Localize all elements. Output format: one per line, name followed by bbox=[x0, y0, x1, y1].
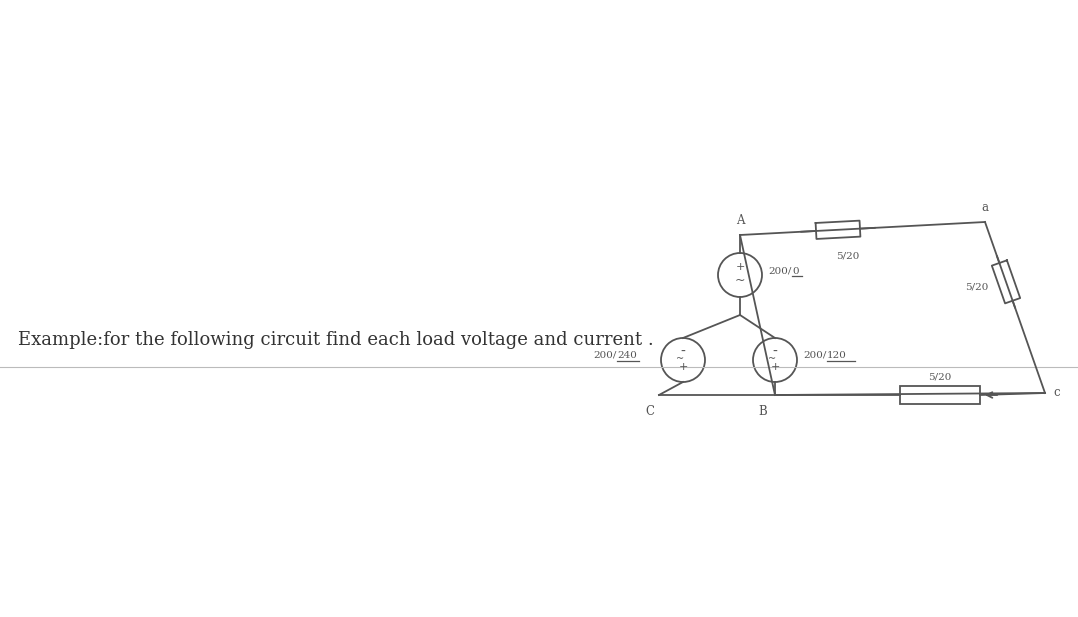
Text: ~: ~ bbox=[735, 273, 745, 286]
Text: +: + bbox=[678, 362, 688, 372]
Text: +: + bbox=[735, 262, 745, 272]
Text: c: c bbox=[1053, 386, 1060, 399]
Text: -: - bbox=[680, 345, 686, 359]
Text: 5/20: 5/20 bbox=[928, 372, 952, 381]
Text: 120: 120 bbox=[827, 350, 847, 360]
Text: +: + bbox=[771, 362, 779, 372]
Text: 240: 240 bbox=[617, 350, 637, 360]
Text: ~: ~ bbox=[768, 354, 776, 364]
Text: 200/: 200/ bbox=[803, 350, 827, 360]
Text: a: a bbox=[981, 201, 989, 214]
Text: ~: ~ bbox=[676, 354, 685, 364]
Bar bbox=[900, 386, 980, 404]
Text: 5/20: 5/20 bbox=[837, 252, 859, 261]
Text: A: A bbox=[736, 214, 744, 227]
Text: 0: 0 bbox=[792, 267, 799, 276]
Text: 200/: 200/ bbox=[768, 267, 791, 276]
Text: 200/: 200/ bbox=[593, 350, 617, 360]
Text: B: B bbox=[758, 405, 768, 418]
Text: C: C bbox=[645, 405, 654, 418]
Text: 5/20: 5/20 bbox=[965, 283, 989, 291]
Text: -: - bbox=[773, 345, 777, 359]
Text: Example:for the following circuit find each load voltage and current .: Example:for the following circuit find e… bbox=[18, 331, 653, 349]
